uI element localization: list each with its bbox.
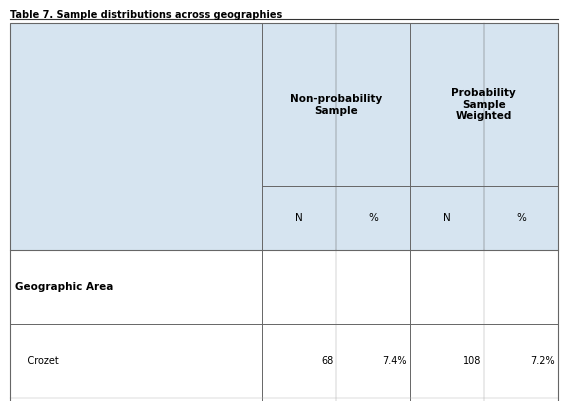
Text: Non-probability
Sample: Non-probability Sample (290, 94, 382, 115)
Text: 68: 68 (321, 356, 333, 366)
Text: Crozet: Crozet (15, 356, 59, 366)
Text: N: N (443, 213, 451, 223)
Text: Probability
Sample
Weighted: Probability Sample Weighted (452, 88, 516, 122)
Text: N: N (295, 213, 303, 223)
Text: %: % (368, 213, 378, 223)
Text: %: % (516, 213, 526, 223)
Bar (10, 23, 558, 249)
Text: 7.4%: 7.4% (383, 356, 407, 366)
Text: 108: 108 (463, 356, 481, 366)
Text: 7.2%: 7.2% (531, 356, 555, 366)
Text: Table 7. Sample distributions across geographies: Table 7. Sample distributions across geo… (10, 10, 282, 20)
Text: Geographic Area: Geographic Area (15, 282, 113, 292)
